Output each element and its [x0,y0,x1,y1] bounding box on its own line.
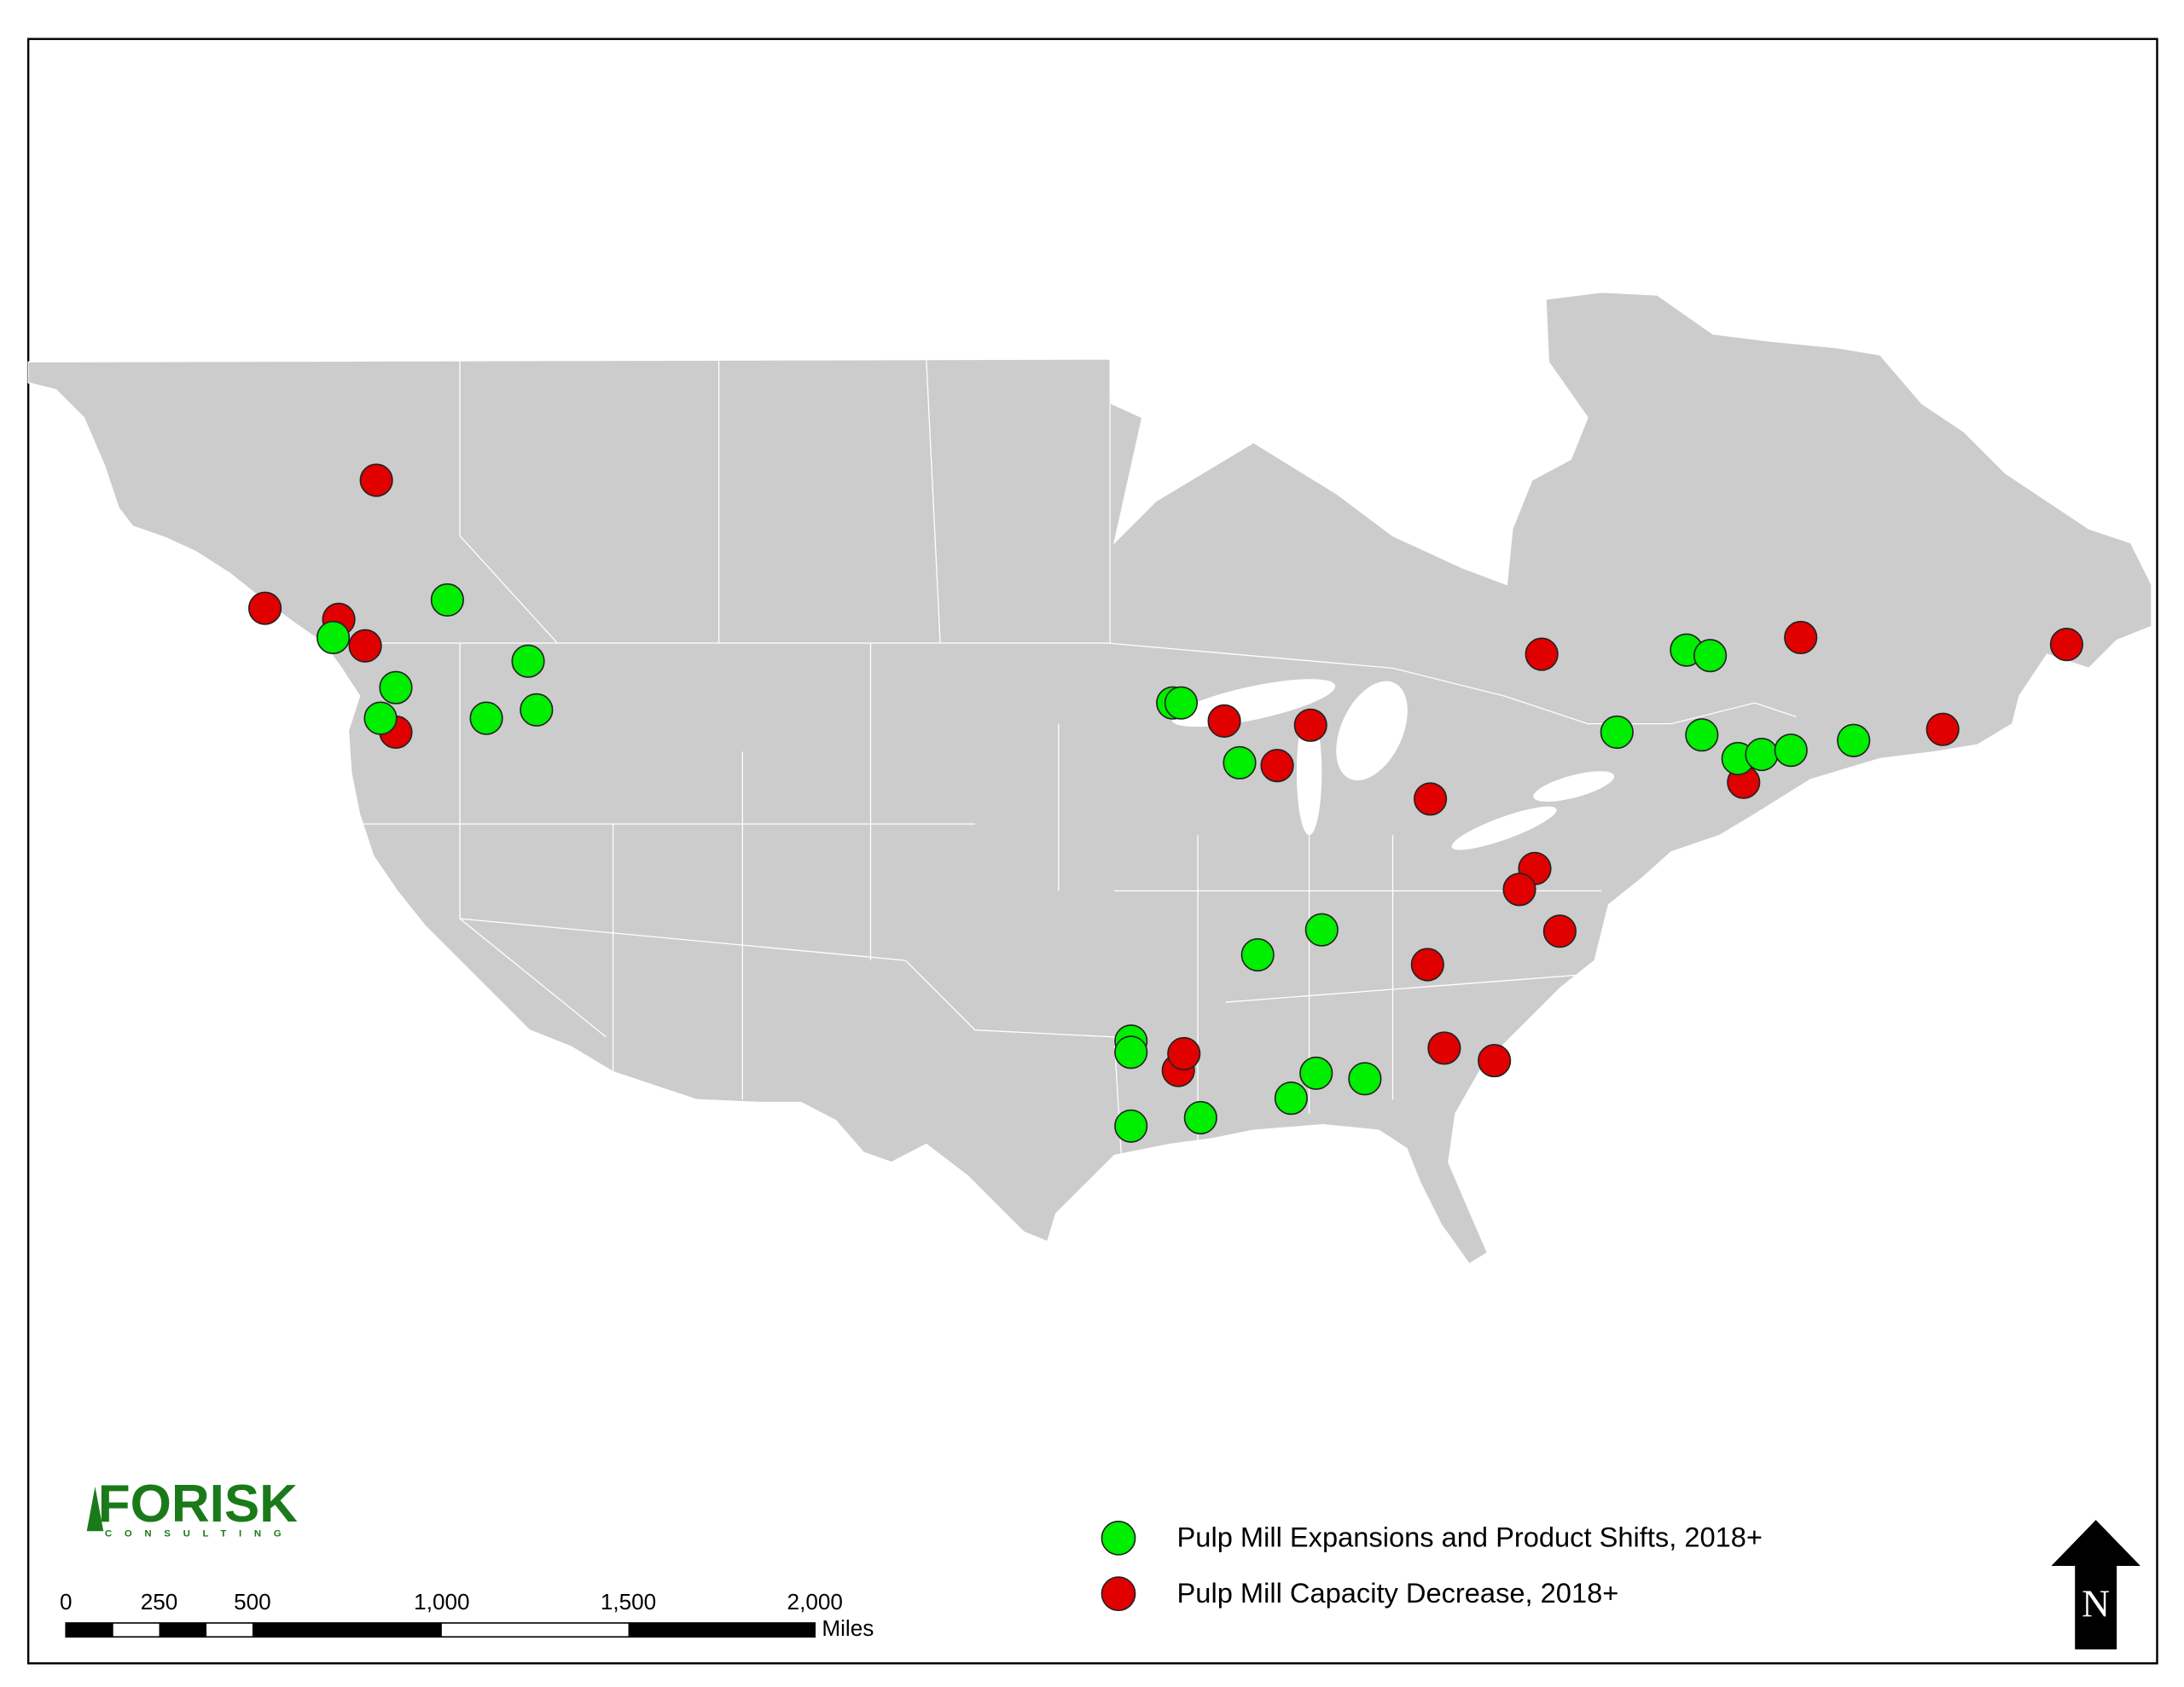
scale-unit: Miles [822,1615,874,1641]
mill-decrease [1167,1036,1201,1071]
lake [1336,681,1408,781]
mill-expansion [1745,737,1779,772]
mill-expansion [1240,937,1275,972]
border [362,642,1122,1156]
logo-subtitle: CONSULTING [105,1528,293,1539]
north-arrow: N [2051,1520,2140,1649]
mill-decrease [1525,637,1559,671]
mill-decrease [1502,872,1536,907]
mill-expansion [379,670,413,704]
mill-expansion [1348,1062,1382,1096]
legend-label: Pulp Mill Capacity Decrease, 2018+ [1177,1577,1619,1609]
scale-segment [66,1622,113,1638]
border [355,642,1798,725]
legend-swatch [1101,1520,1136,1556]
mill-expansion [1223,745,1257,780]
mill-decrease [1427,1031,1461,1065]
mill-expansion [1693,639,1728,673]
scale-label: 2,000 [787,1589,843,1615]
mill-expansion [1685,718,1719,752]
mill-expansion [1114,1035,1148,1070]
lake [1296,710,1322,836]
lake [1533,771,1615,802]
mill-expansion [316,620,351,655]
legend: Pulp Mill Expansions and Product Shifts,… [1101,1520,1763,1612]
logo-tree [86,1486,104,1532]
scale-label: 500 [234,1589,271,1615]
mill-expansion [1837,723,1871,757]
mill-decrease [1784,620,1818,655]
scale-label: 1,500 [601,1589,656,1615]
land-mass [27,292,2152,1265]
mill-decrease [359,463,393,497]
mill-decrease [1413,782,1448,816]
mill-decrease [1207,704,1241,738]
mill-decrease [248,591,282,625]
mill-expansion [1299,1056,1333,1090]
scale-label: 250 [141,1589,178,1615]
mill-decrease [1542,914,1577,948]
scale-label: 0 [60,1589,73,1615]
logo: FORISK CONSULTING [86,1475,298,1539]
mill-expansion [1774,733,1808,768]
mill-expansion [1164,686,1199,720]
mill-expansion [1114,1109,1148,1143]
border [1058,723,1602,1142]
border [459,359,558,644]
lake [1451,806,1557,850]
land [27,292,2152,1265]
legend-label: Pulp Mill Expansions and Product Shifts,… [1177,1522,1763,1553]
mill-expansion [363,701,398,735]
scale-segment [159,1622,207,1638]
north-label: N [2082,1581,2110,1625]
mill-expansion [1600,715,1634,750]
mill-decrease [1260,749,1294,783]
great-lakes [1171,679,1615,850]
logo-name: FORISK [98,1475,298,1533]
scale-bar: Miles 0 250 500 1,000 1,500 2,000 [60,1589,874,1641]
mill-decrease [1293,708,1327,742]
scale-label: 1,000 [414,1589,469,1615]
mill-expansion [520,693,554,727]
mill-expansion [1274,1081,1308,1116]
legend-swatch [1101,1576,1136,1612]
mill-decrease [348,629,382,663]
mill-decrease [1926,712,1960,746]
mill-expansion [469,701,503,735]
borders [355,359,1798,1156]
scale-segment [628,1622,816,1638]
mill-expansion [1304,913,1339,947]
mill-expansion [430,583,464,617]
mill-decrease [1410,948,1444,982]
border [717,359,1111,644]
scale-segment [252,1622,442,1638]
mill-decrease [2049,628,2083,662]
mills [248,463,2083,1143]
mill-expansion [511,644,545,678]
arrow [2051,1520,2140,1649]
mill-decrease [1478,1044,1512,1078]
mill-expansion [1183,1100,1217,1135]
